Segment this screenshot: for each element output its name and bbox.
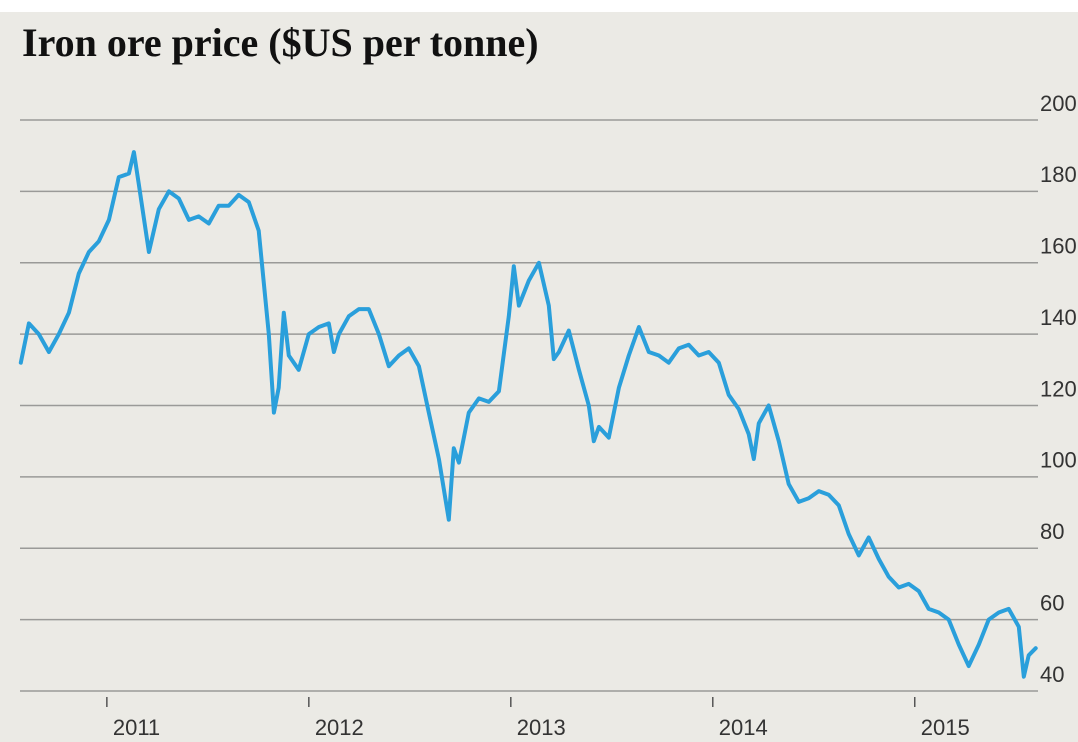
y-tick-label: 180: [1040, 162, 1077, 187]
price-line: [18, 150, 1038, 679]
y-tick-label: 60: [1040, 590, 1064, 615]
y-tick-label: 100: [1040, 448, 1077, 473]
y-tick-label: 80: [1040, 519, 1064, 544]
x-tick-label: 2011: [113, 715, 160, 740]
y-tick-label: 120: [1040, 376, 1077, 401]
chart-background: [0, 12, 1078, 742]
y-tick-label: 160: [1040, 234, 1077, 259]
chart-title: Iron ore price ($US per tonne): [22, 20, 539, 65]
x-tick-label: 2015: [921, 715, 970, 740]
y-tick-label: 140: [1040, 305, 1077, 330]
x-tick-label: 2012: [315, 715, 364, 740]
x-tick-label: 2013: [517, 715, 566, 740]
x-tick-label: 2014: [719, 715, 768, 740]
y-tick-label: 200: [1040, 91, 1077, 116]
y-tick-label: 40: [1040, 662, 1064, 687]
